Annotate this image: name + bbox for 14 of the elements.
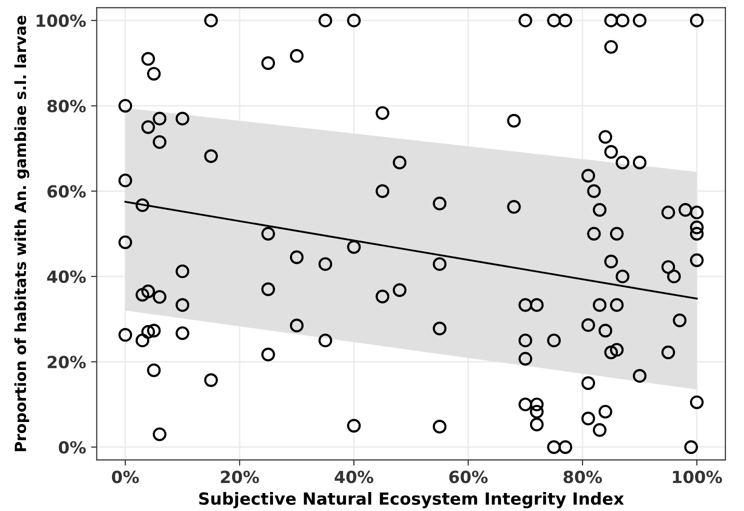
y-tick-label: 0% — [58, 441, 86, 454]
x-tick-label: 100% — [672, 470, 722, 484]
y-axis-title: Proportion of habitats with An. gambiae s.l. larvae — [14, 16, 30, 452]
x-tick-label: 80% — [564, 470, 602, 484]
y-tick-label: 60% — [47, 185, 86, 198]
x-axis-title: Subjective Natural Ecosystem Integrity Index — [199, 492, 624, 508]
x-tick-label: 60% — [449, 470, 488, 484]
y-tick-label: 40% — [47, 270, 86, 284]
y-tick-label: 20% — [48, 356, 86, 368]
y-tick-label: 100% — [36, 14, 86, 28]
x-tick-label: 40% — [334, 470, 374, 484]
y-tick-label: 80% — [47, 100, 86, 112]
x-tick-label: 0% — [112, 470, 139, 484]
x-tick-label: 20% — [220, 470, 260, 484]
